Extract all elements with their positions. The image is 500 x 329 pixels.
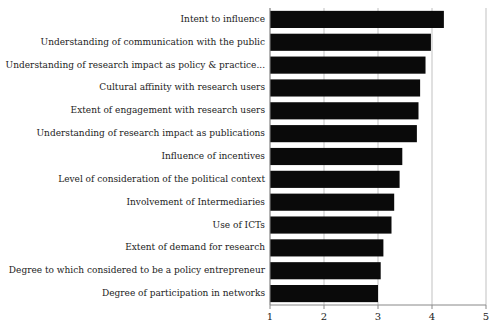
x-tick-label: 1: [267, 311, 273, 322]
x-ticks: 1 2 3 4 5: [267, 305, 489, 322]
background: [0, 0, 500, 329]
bar: [270, 34, 431, 51]
x-tick-label: 4: [429, 311, 435, 322]
x-tick: [432, 305, 433, 309]
category-label: Degree to which considered to be a polic…: [9, 265, 266, 275]
bar: [270, 239, 383, 256]
x-tick: [378, 305, 379, 309]
x-tick-label: 2: [321, 311, 327, 322]
bar: [270, 171, 400, 188]
category-label: Involvement of Intermediaries: [127, 197, 266, 207]
bar: [270, 57, 426, 74]
category-labels: Degree of participation in networks Degre…: [6, 14, 266, 298]
category-label: Extent of engagement with research users: [71, 105, 266, 115]
x-tick-label: 3: [375, 311, 381, 322]
grid: [270, 8, 486, 305]
category-label: Use of ICTs: [213, 220, 266, 230]
bar: [270, 262, 381, 279]
x-tick: [486, 305, 487, 309]
x-tick: [324, 305, 325, 309]
bar: [270, 79, 420, 96]
grid-line: [486, 8, 487, 305]
bar: [270, 102, 419, 119]
x-tick: [270, 305, 271, 309]
category-label: Understanding of research impact as poli…: [6, 60, 266, 70]
grid-line: [270, 8, 271, 305]
chart: Degree of participation in networks Degre…: [0, 0, 500, 329]
category-label: Influence of incentives: [162, 151, 266, 161]
category-label: Cultural affinity with research users: [99, 82, 265, 92]
bar: [270, 148, 402, 165]
bar: [270, 216, 392, 233]
bars: [270, 11, 444, 302]
category-label: Understanding of research impact as publ…: [37, 128, 266, 138]
category-label: Understanding of communication with the …: [41, 37, 265, 47]
bar: [270, 11, 444, 28]
category-label: Degree of participation in networks: [102, 288, 265, 298]
category-label: Level of consideration of the political …: [58, 174, 265, 184]
bar: [270, 125, 417, 142]
category-label: Intent to influence: [181, 14, 265, 24]
grid-line: [432, 8, 433, 305]
bar: [270, 194, 394, 211]
category-label: Extent of demand for research: [125, 242, 265, 252]
y-axis-line: [270, 8, 271, 305]
bar: [270, 285, 378, 302]
x-tick-label: 5: [483, 311, 489, 322]
